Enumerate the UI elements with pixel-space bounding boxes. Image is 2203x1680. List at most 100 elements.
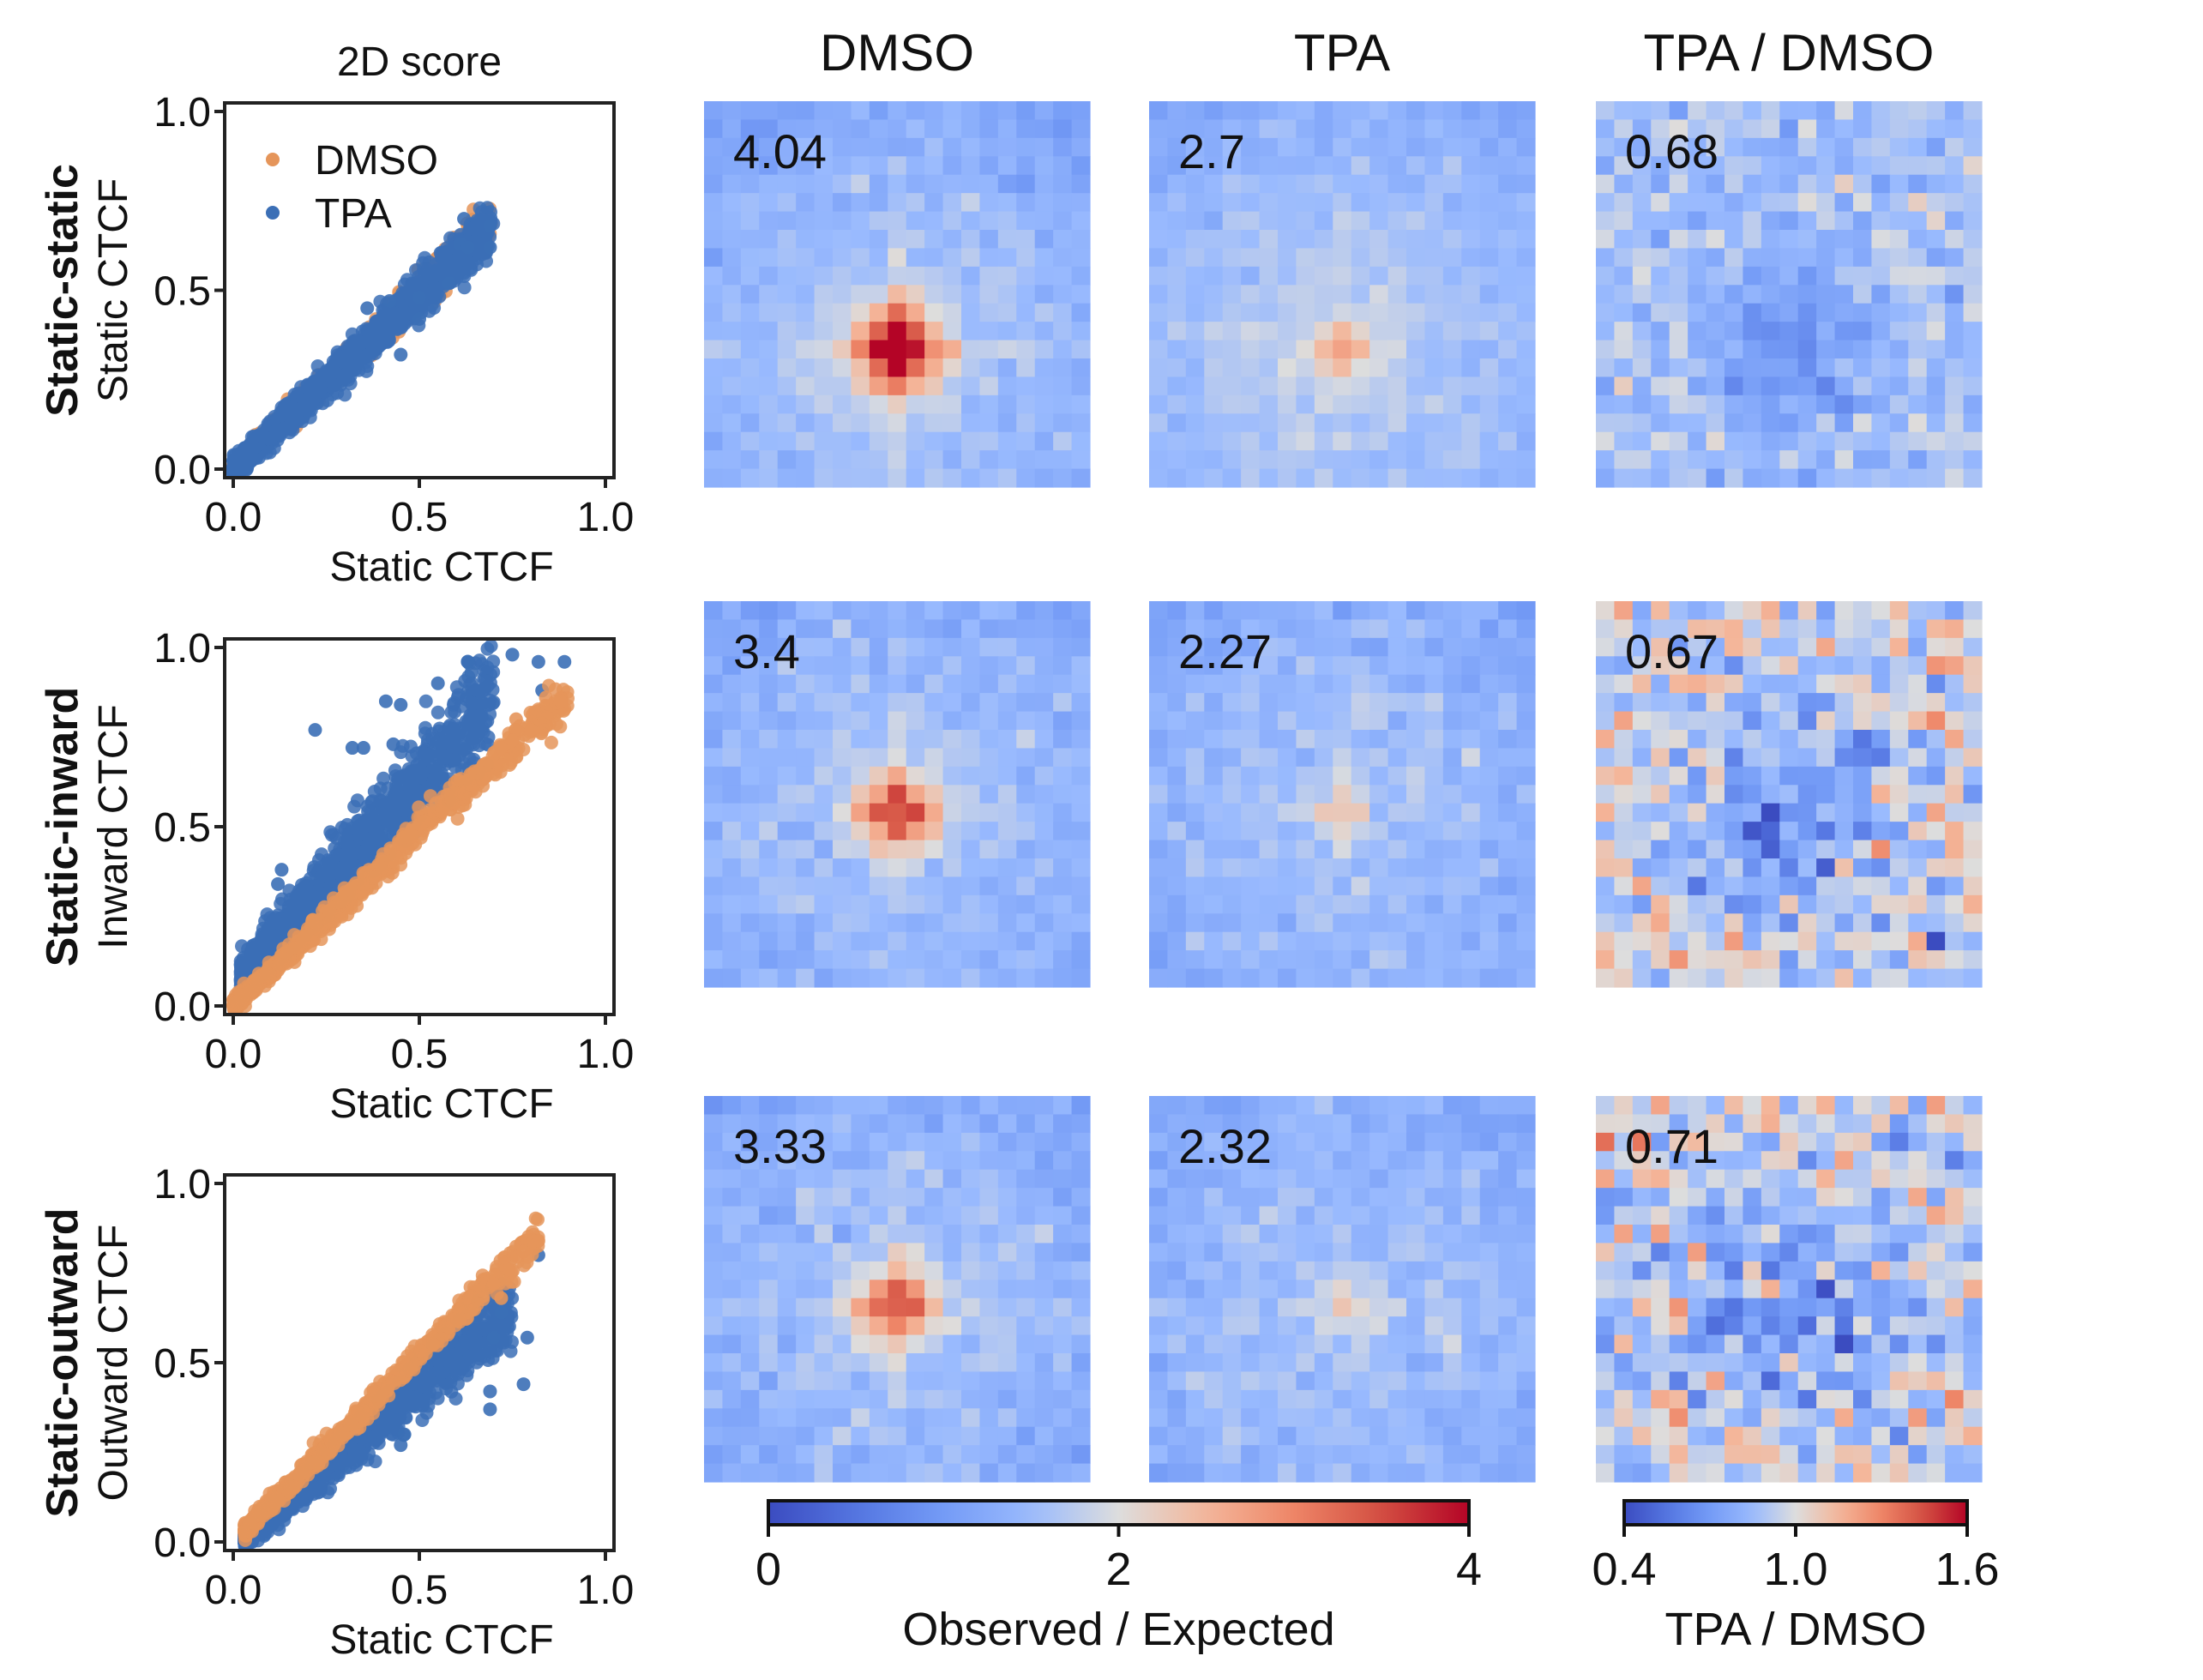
scatter-point-outlier bbox=[442, 276, 456, 291]
scatter-point bbox=[529, 705, 543, 720]
scatter-point bbox=[404, 739, 418, 754]
scatter-point bbox=[453, 741, 467, 756]
scatter-point bbox=[428, 268, 442, 282]
scatter-point bbox=[472, 683, 486, 698]
scatter-point bbox=[418, 752, 432, 767]
scatter-point bbox=[482, 697, 497, 712]
scatter-point bbox=[228, 457, 243, 472]
scatter-point bbox=[277, 407, 292, 422]
scatter-point bbox=[381, 870, 395, 884]
scatter-point bbox=[287, 407, 302, 422]
y-tick-label: 1.0 bbox=[153, 90, 211, 135]
scatter-point bbox=[430, 705, 445, 720]
scatter-point bbox=[314, 870, 328, 884]
scatter-point-outlier bbox=[457, 212, 472, 226]
scatter-point bbox=[303, 410, 317, 425]
scatter-point bbox=[464, 695, 479, 710]
scatter-point-outlier bbox=[483, 240, 497, 255]
x-axis-label: Static CTCF bbox=[329, 1081, 553, 1127]
scatter-point-outlier bbox=[412, 311, 426, 326]
scatter-point-outlier bbox=[382, 294, 397, 309]
y-tick-label: 0.0 bbox=[153, 985, 211, 1030]
scatter-point bbox=[447, 753, 461, 767]
scatter-point-outlier bbox=[394, 697, 408, 712]
scatter-point bbox=[448, 705, 462, 719]
heatmap-column-title-tpa: TPA bbox=[1294, 24, 1390, 81]
scatter-point bbox=[303, 886, 317, 900]
scatter-point-outlier bbox=[524, 723, 539, 738]
scatter-point bbox=[463, 777, 478, 792]
scatter-point bbox=[292, 910, 305, 924]
scatter-point bbox=[370, 824, 384, 838]
legend-marker-tpa bbox=[266, 206, 280, 220]
scatter-point-outlier bbox=[464, 665, 479, 680]
scatter-point bbox=[327, 377, 341, 392]
legend-marker-dmso bbox=[266, 153, 280, 166]
scatter-point bbox=[340, 857, 354, 871]
y-tick-label: 1.0 bbox=[153, 626, 211, 671]
x-axis-label: Static CTCF bbox=[329, 545, 553, 590]
y-axis-label: Inward CTCF bbox=[91, 704, 136, 948]
legend-label-tpa: TPA bbox=[315, 191, 392, 237]
scatter-point bbox=[406, 766, 420, 780]
scatter-point bbox=[434, 746, 448, 761]
scatter-point bbox=[370, 806, 384, 821]
scatter-point bbox=[397, 830, 412, 845]
scatter-point-outlier bbox=[378, 694, 393, 708]
scatter-point bbox=[485, 755, 499, 769]
scatter-point-outlier bbox=[494, 741, 509, 756]
scatter-series-dmso bbox=[226, 678, 575, 1015]
scatter-point bbox=[357, 877, 371, 892]
scatter-point bbox=[282, 883, 297, 898]
scatter-point-outlier bbox=[460, 654, 475, 669]
scatter-point bbox=[343, 882, 358, 897]
scatter-point-outlier bbox=[531, 654, 545, 669]
scatter-point bbox=[486, 654, 501, 669]
y-axis-label: Static CTCF bbox=[91, 178, 136, 402]
scatter-point-outlier bbox=[345, 741, 359, 756]
scatter-point bbox=[449, 680, 464, 695]
scatter-point bbox=[394, 858, 408, 872]
scatter-point bbox=[250, 972, 265, 987]
scatter-point bbox=[250, 936, 264, 951]
scatter-point bbox=[322, 903, 337, 918]
scatter-point bbox=[392, 777, 406, 792]
scatter-point bbox=[338, 388, 352, 402]
scatter-point bbox=[448, 1391, 463, 1406]
scatter-points bbox=[226, 201, 501, 478]
scatter-point bbox=[263, 911, 278, 925]
scatter-point bbox=[297, 394, 311, 409]
scatter-point bbox=[417, 814, 431, 828]
scatter-point bbox=[435, 249, 449, 263]
y-tick-label: 0.5 bbox=[153, 805, 211, 851]
scatter-point-outlier bbox=[412, 290, 426, 304]
scatter-point bbox=[272, 957, 286, 972]
scatter-point bbox=[292, 883, 307, 898]
scatter-point bbox=[228, 999, 243, 1013]
scatter-point bbox=[262, 431, 276, 446]
scatter-point bbox=[362, 1430, 376, 1445]
scatter-point bbox=[380, 799, 394, 813]
scatter-points bbox=[226, 639, 575, 1015]
scatter-point bbox=[450, 690, 465, 705]
scatter-point bbox=[246, 948, 261, 962]
scatter-point bbox=[388, 306, 403, 321]
x-tick-label: 0.5 bbox=[391, 1032, 448, 1077]
scatter-point-outlier bbox=[308, 723, 322, 738]
scatter-point bbox=[466, 720, 480, 735]
scatter-point bbox=[445, 795, 460, 810]
scatter-point bbox=[449, 264, 464, 279]
scatter-point-outlier bbox=[557, 654, 572, 669]
scatter-point bbox=[398, 286, 412, 300]
scatter-point-outlier bbox=[509, 712, 523, 726]
scatter-point-outlier bbox=[356, 741, 370, 756]
y-tick-label: 0.5 bbox=[153, 269, 211, 315]
scatter-points bbox=[238, 1211, 545, 1551]
scatter-point bbox=[296, 936, 310, 951]
scatter-point-outlier bbox=[386, 737, 400, 751]
scatter-point bbox=[376, 771, 391, 786]
scatter-point bbox=[400, 306, 414, 321]
